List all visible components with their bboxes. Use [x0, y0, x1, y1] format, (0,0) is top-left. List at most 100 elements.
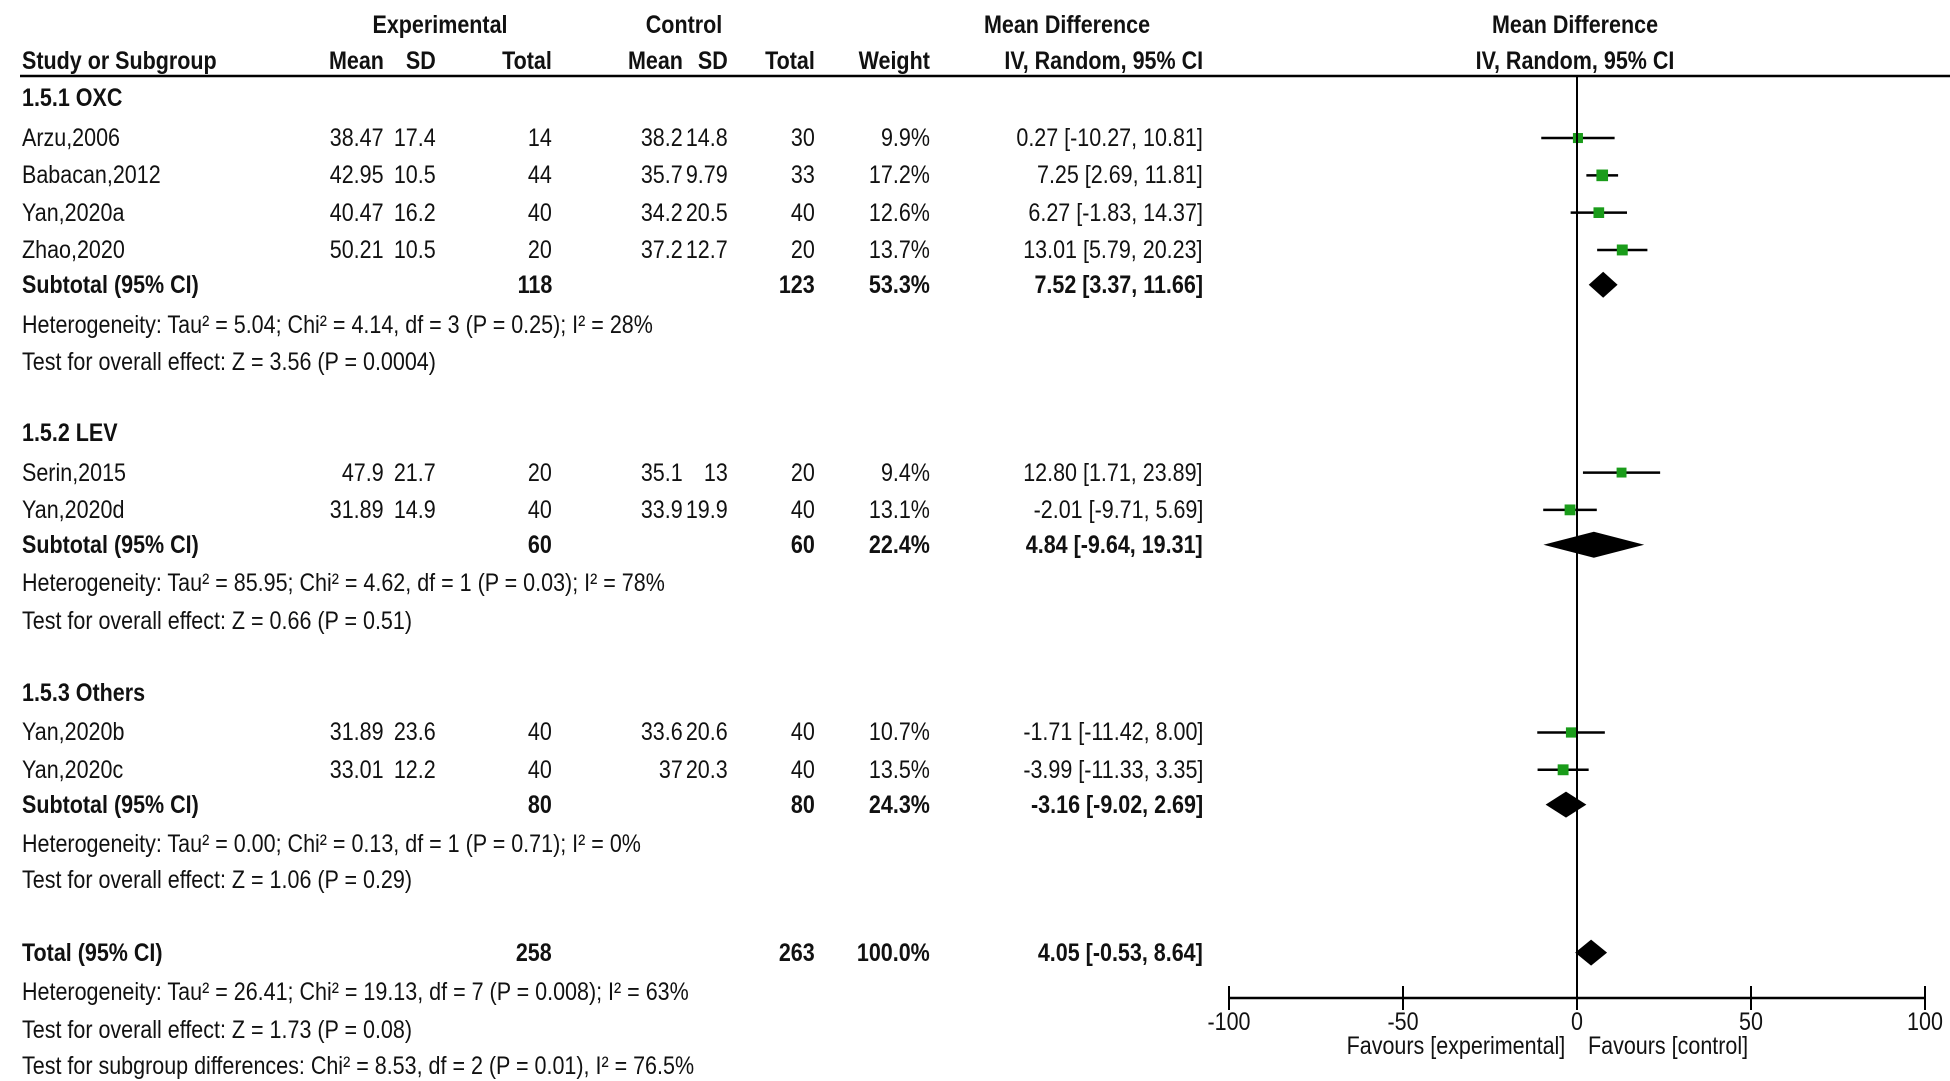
subtotal-c-total: 123 — [779, 270, 815, 299]
study-e-sd: 10.5 — [394, 161, 436, 190]
study-ci: -2.01 [-9.71, 5.69] — [1033, 495, 1203, 524]
study-name: Yan,2020d — [22, 495, 125, 524]
study-marker-square — [1596, 169, 1609, 182]
total-c-total: 263 — [779, 938, 815, 967]
study-marker-square — [1565, 727, 1577, 738]
subtotal-ci: -3.16 [-9.02, 2.69] — [1030, 790, 1203, 819]
study-e-total: 40 — [528, 198, 552, 227]
study-c-sd: 13 — [704, 458, 728, 487]
subtotal-ci: 4.84 [-9.64, 19.31] — [1026, 530, 1203, 559]
study-c-sd: 19.9 — [686, 495, 728, 524]
study-name: Serin,2015 — [22, 458, 127, 487]
study-e-mean: 33.01 — [330, 755, 384, 784]
study-c-mean: 33.6 — [641, 718, 683, 747]
study-ci: 0.27 [-10.27, 10.81] — [1016, 124, 1203, 153]
study-c-total: 33 — [791, 161, 815, 190]
study-c-sd: 14.8 — [686, 124, 728, 153]
study-c-total: 20 — [791, 458, 815, 487]
study-weight: 10.7% — [869, 718, 930, 747]
study-c-mean: 34.2 — [641, 198, 683, 227]
study-e-sd: 10.5 — [394, 235, 436, 264]
heterogeneity-text: Heterogeneity: Tau² = 85.95; Chi² = 4.62… — [22, 569, 665, 598]
study-e-sd: 16.2 — [394, 198, 436, 227]
subtotal-e-total: 80 — [528, 790, 552, 819]
subtotal-e-total: 60 — [528, 530, 552, 559]
study-c-sd: 20.3 — [686, 755, 728, 784]
total-diamond — [1575, 939, 1608, 966]
total-label: Total (95% CI) — [22, 938, 163, 967]
subtotal-c-total: 80 — [791, 790, 815, 819]
study-marker-square — [1616, 244, 1628, 256]
subtotal-weight: 24.3% — [869, 790, 930, 819]
study-e-total: 44 — [528, 161, 552, 190]
study-marker-square — [1616, 467, 1627, 478]
subtotal-label: Subtotal (95% CI) — [22, 270, 199, 299]
experimental-group-header: Experimental — [372, 11, 508, 39]
study-ci: -3.99 [-11.33, 3.35] — [1022, 755, 1203, 784]
overall-effect-text: Test for overall effect: Z = 0.66 (P = 0… — [22, 606, 412, 635]
study-c-sd: 12.7 — [686, 235, 728, 264]
x-axis-tick-label: 50 — [1739, 1008, 1763, 1036]
overall-effect-text: Test for overall effect: Z = 1.06 (P = 0… — [22, 866, 412, 895]
study-c-total: 20 — [791, 235, 815, 264]
study-e-mean: 40.47 — [330, 198, 384, 227]
subtotal-label: Subtotal (95% CI) — [22, 790, 199, 819]
study-c-mean: 37.2 — [641, 235, 683, 264]
study-c-sd: 20.5 — [686, 198, 728, 227]
study-name: Yan,2020c — [22, 755, 124, 784]
study-c-mean: 33.9 — [641, 495, 683, 524]
study-e-sd: 17.4 — [394, 124, 436, 153]
study-e-mean: 31.89 — [330, 495, 384, 524]
subgroup-title: 1.5.1 OXC — [22, 84, 123, 113]
study-c-mean: 35.1 — [641, 458, 683, 487]
study-e-sd: 21.7 — [394, 458, 436, 487]
study-weight: 9.4% — [880, 458, 930, 487]
study-e-total: 20 — [528, 235, 552, 264]
study-c-total: 30 — [791, 124, 815, 153]
total-e-total: 258 — [516, 938, 552, 967]
column-header-mean: Mean — [329, 47, 384, 75]
total-weight: 100.0% — [857, 938, 930, 967]
x-axis-tick-label: -50 — [1387, 1008, 1419, 1036]
x-axis-tick-label: -100 — [1207, 1008, 1251, 1036]
study-name: Yan,2020a — [22, 198, 125, 227]
study-ci: 12.80 [1.71, 23.89] — [1023, 458, 1203, 487]
subtotal-e-total: 118 — [517, 270, 552, 299]
study-e-mean: 31.89 — [330, 718, 384, 747]
study-c-total: 40 — [791, 495, 815, 524]
study-ci: 7.25 [2.69, 11.81] — [1037, 161, 1203, 190]
study-c-sd: 9.79 — [686, 161, 728, 190]
study-c-mean: 37 — [659, 755, 683, 784]
subtotal-ci: 7.52 [3.37, 11.66] — [1034, 270, 1203, 299]
heterogeneity-text: Heterogeneity: Tau² = 5.04; Chi² = 4.14,… — [22, 310, 653, 339]
subtotal-diamond — [1588, 271, 1618, 298]
study-e-mean: 42.95 — [330, 161, 384, 190]
subtotal-diamond — [1543, 531, 1645, 558]
effect-column-header: Mean Difference — [983, 11, 1151, 39]
study-e-mean: 38.47 — [330, 124, 384, 153]
study-weight: 9.9% — [880, 124, 930, 153]
favours-control-label: Favours [control] — [1588, 1032, 1749, 1060]
study-c-total: 40 — [791, 198, 815, 227]
subtotal-weight: 53.3% — [869, 270, 930, 299]
subgroup-title: 1.5.3 Others — [22, 678, 146, 707]
subtotal-c-total: 60 — [791, 530, 815, 559]
study-e-sd: 12.2 — [394, 755, 436, 784]
x-axis-tick-label: 100 — [1907, 1008, 1943, 1036]
study-c-mean: 38.2 — [641, 124, 683, 153]
subtotal-diamond — [1545, 791, 1587, 818]
study-c-mean: 35.7 — [641, 161, 683, 190]
x-axis-tick-label: 0 — [1571, 1008, 1583, 1036]
column-header-study: Study or Subgroup — [22, 47, 217, 75]
study-weight: 12.6% — [869, 198, 930, 227]
study-e-total: 14 — [528, 124, 552, 153]
column-header-total: Total — [765, 47, 815, 75]
study-weight: 13.5% — [869, 755, 930, 784]
study-e-mean: 50.21 — [330, 235, 384, 264]
plot-column-header: Mean Difference — [1491, 11, 1659, 39]
study-name: Yan,2020b — [22, 718, 125, 747]
heterogeneity-text: Heterogeneity: Tau² = 0.00; Chi² = 0.13,… — [22, 830, 641, 859]
study-e-total: 20 — [528, 458, 552, 487]
study-ci: 6.27 [-1.83, 14.37] — [1028, 198, 1203, 227]
favours-experimental-label: Favours [experimental] — [1346, 1032, 1565, 1060]
